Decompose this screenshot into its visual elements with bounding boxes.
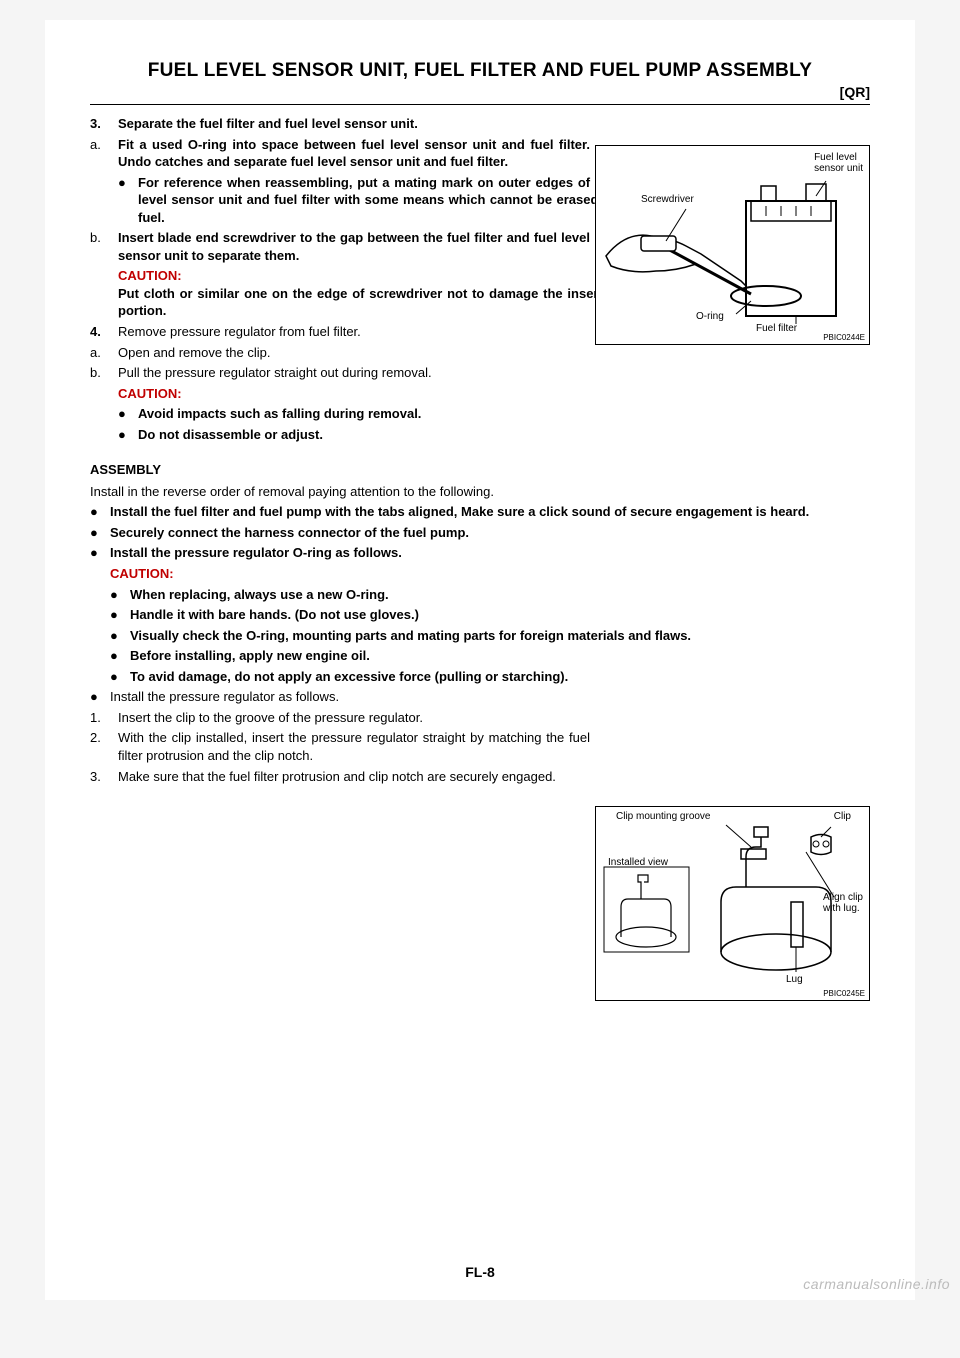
figure-1-svg	[596, 146, 867, 342]
step-3-asm: 3. Make sure that the fuel filter protru…	[90, 768, 590, 786]
assembly-bullet: ● Install the pressure regulator O-ring …	[90, 544, 870, 562]
caution-item: ● Avoid impacts such as falling during r…	[90, 405, 898, 423]
sub-letter: a.	[90, 344, 118, 362]
fig2-code: PBIC0245E	[823, 989, 865, 998]
fig2-label-lug: Lug	[786, 974, 803, 985]
caution-item: ● Visually check the O-ring, mounting pa…	[90, 627, 890, 645]
intro-text: Install in the reverse order of removal …	[90, 483, 870, 501]
step-text: Separate the fuel filter and fuel level …	[118, 115, 590, 133]
page-footer: FL-8	[45, 1264, 915, 1280]
bullet-icon: ●	[90, 688, 110, 706]
caution-block: CAUTION:	[90, 565, 890, 583]
fig1-code: PBIC0244E	[823, 333, 865, 342]
bullet-text: Visually check the O-ring, mounting part…	[130, 627, 890, 645]
bullet-icon: ●	[90, 503, 110, 521]
sub-text: Pull the pressure regulator straight out…	[118, 364, 870, 382]
caution-item: ● To avid damage, do not apply an excess…	[90, 668, 890, 686]
bullet-text: Avoid impacts such as falling during rem…	[138, 405, 898, 423]
fig2-label-groove: Clip mounting groove	[616, 811, 711, 822]
caution-item: ● Handle it with bare hands. (Do not use…	[90, 606, 890, 624]
caution-label: CAUTION:	[118, 268, 182, 283]
header-code: [QR]	[90, 84, 870, 105]
bullet-text: Do not disassemble or adjust.	[138, 426, 898, 444]
sub-letter: b.	[90, 229, 118, 264]
step-3: 3. Separate the fuel filter and fuel lev…	[90, 115, 590, 133]
bullet-icon: ●	[110, 627, 130, 645]
bullet-text: To avid damage, do not apply an excessiv…	[130, 668, 890, 686]
bullet-text: Before installing, apply new engine oil.	[130, 647, 890, 665]
sub-letter: b.	[90, 364, 118, 382]
figure-2: Clip mounting groove Clip Installed view…	[595, 806, 870, 1001]
sub-text: Insert blade end screwdriver to the gap …	[118, 229, 590, 264]
step-4a: a. Open and remove the clip.	[90, 344, 870, 362]
bullet-icon: ●	[118, 174, 138, 227]
bullet-text: Install the fuel filter and fuel pump wi…	[110, 503, 870, 521]
caution-item: ● Before installing, apply new engine oi…	[90, 647, 890, 665]
step-4b: b. Pull the pressure regulator straight …	[90, 364, 870, 382]
fig1-label-oring: O-ring	[696, 311, 724, 322]
caution-item: ● Do not disassemble or adjust.	[90, 426, 898, 444]
figure-1: Fuel level sensor unit Screwdriver O-rin…	[595, 145, 870, 345]
page: FUEL LEVEL SENSOR UNIT, FUEL FILTER AND …	[45, 20, 915, 1300]
label-text: sensor unit	[814, 163, 863, 174]
label-text: with lug.	[823, 903, 860, 914]
caution-text: Put cloth or similar one on the edge of …	[118, 286, 618, 319]
page-title: FUEL LEVEL SENSOR UNIT, FUEL FILTER AND …	[90, 60, 870, 82]
bullet-text: For reference when reassembling, put a m…	[138, 174, 618, 227]
assembly-intro: Install in the reverse order of removal …	[90, 483, 870, 501]
fig1-label-screwdriver: Screwdriver	[641, 194, 694, 205]
bullet-text: Handle it with bare hands. (Do not use g…	[130, 606, 890, 624]
fig2-label-installed: Installed view	[608, 857, 668, 868]
step-number: 4.	[90, 323, 118, 341]
bullet-text: Install the pressure regulator as follow…	[110, 688, 870, 706]
section-heading-assembly: ASSEMBLY	[90, 461, 870, 479]
step-3b: b. Insert blade end screwdriver to the g…	[90, 229, 590, 264]
caution-label: CAUTION:	[110, 565, 890, 583]
step-number: 1.	[90, 709, 118, 727]
bullet-icon: ●	[118, 405, 138, 423]
caution-block: CAUTION:	[90, 385, 898, 403]
label-text: Fuel level	[814, 152, 857, 163]
step-number: 2.	[90, 729, 118, 764]
bullet-icon: ●	[110, 586, 130, 604]
caution-block: CAUTION: Put cloth or similar one on the…	[90, 267, 618, 320]
assembly-bullet: ● Install the pressure regulator as foll…	[90, 688, 870, 706]
caution-item: ● When replacing, always use a new O-rin…	[90, 586, 890, 604]
bullet-icon: ●	[110, 647, 130, 665]
bullet-icon: ●	[110, 668, 130, 686]
fig1-label-filter: Fuel filter	[756, 323, 797, 334]
fig2-label-clip: Clip	[834, 811, 851, 822]
bullet-text: Securely connect the harness connector o…	[110, 524, 870, 542]
step-3a-sub: ● For reference when reassembling, put a…	[90, 174, 618, 227]
step-number: 3.	[90, 115, 118, 133]
step-number: 3.	[90, 768, 118, 786]
bullet-text: When replacing, always use a new O-ring.	[130, 586, 890, 604]
bullet-icon: ●	[110, 606, 130, 624]
bullet-icon: ●	[90, 524, 110, 542]
assembly-bullet: ● Install the fuel filter and fuel pump …	[90, 503, 870, 521]
caution-label: CAUTION:	[118, 385, 898, 403]
step-3a: a. Fit a used O-ring into space between …	[90, 136, 590, 171]
bullet-icon: ●	[90, 544, 110, 562]
step-text: Make sure that the fuel filter protrusio…	[118, 768, 590, 786]
bullet-icon: ●	[118, 426, 138, 444]
step-2: 2. With the clip installed, insert the p…	[90, 729, 590, 764]
sub-letter: a.	[90, 136, 118, 171]
fig2-label-align: Align clip with lug.	[823, 892, 863, 914]
label-text: Align clip	[823, 892, 863, 903]
watermark: carmanualsonline.info	[803, 1276, 950, 1292]
sub-text: Open and remove the clip.	[118, 344, 870, 362]
step-text: With the clip installed, insert the pres…	[118, 729, 590, 764]
step-text: Insert the clip to the groove of the pre…	[118, 709, 590, 727]
assembly-bullet: ● Securely connect the harness connector…	[90, 524, 870, 542]
sub-text: Fit a used O-ring into space between fue…	[118, 136, 590, 171]
fig1-label-sensor: Fuel level sensor unit	[814, 152, 863, 174]
bullet-text: Install the pressure regulator O-ring as…	[110, 544, 870, 562]
step-1: 1. Insert the clip to the groove of the …	[90, 709, 590, 727]
